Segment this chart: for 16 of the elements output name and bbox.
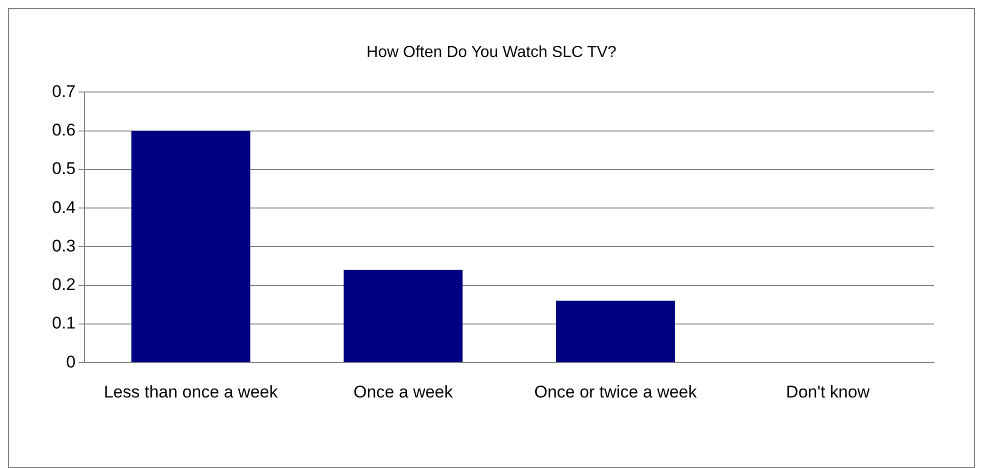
x-tick-label: Once or twice a week bbox=[534, 382, 698, 402]
y-tick-label: 0.2 bbox=[52, 275, 76, 294]
x-tick-label: Less than once a week bbox=[104, 382, 278, 402]
y-tick-label: 0.1 bbox=[52, 314, 76, 333]
chart-title: How Often Do You Watch SLC TV? bbox=[366, 44, 617, 62]
x-tick-label: Don't know bbox=[786, 382, 870, 402]
y-tick-label: 0.4 bbox=[52, 198, 76, 217]
y-tick-label: 0.6 bbox=[52, 120, 76, 140]
x-tick-label: Once a week bbox=[354, 382, 454, 402]
y-tick-label: 0.5 bbox=[52, 159, 76, 178]
bar bbox=[131, 130, 250, 362]
y-tick-label: 0 bbox=[66, 352, 76, 372]
bar bbox=[344, 270, 463, 362]
y-tick-label: 0.7 bbox=[52, 82, 76, 101]
y-tick-label: 0.3 bbox=[52, 236, 76, 256]
bar bbox=[556, 300, 675, 362]
